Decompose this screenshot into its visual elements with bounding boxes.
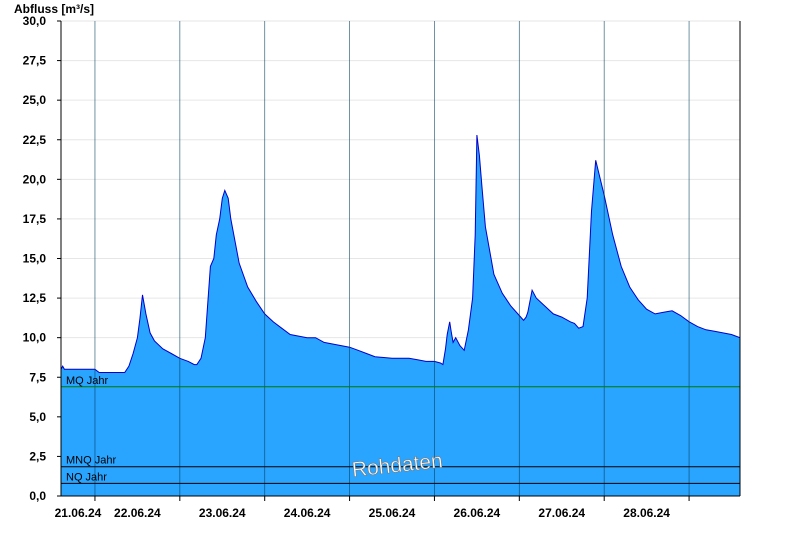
reference-label: MQ Jahr [66,375,109,387]
x-tick-label: 27.06.24 [538,506,585,520]
y-tick-label: 17,5 [23,212,47,226]
reference-lines: MQ Jahr MNQ Jahr NQ Jahr [61,375,740,484]
y-tick-label: 7,5 [29,370,46,384]
x-tick-label: 26.06.24 [454,506,501,520]
y-tick-label: 12,5 [23,291,47,305]
y-tick-label: 5,0 [29,410,46,424]
y-axis: 0,0 2,5 5,0 7,5 10,0 12,5 15,0 17,5 20,0 22,5 25,0… [23,14,61,503]
y-tick-label: 22,5 [23,133,47,147]
x-tick-label: 23.06.24 [199,506,246,520]
reference-label: NQ Jahr [66,471,107,483]
y-tick-label: 20,0 [23,172,47,186]
x-tick-label: 22.06.24 [114,506,161,520]
x-tick-label: 25.06.24 [369,506,416,520]
series-layer [60,134,741,496]
reference-label: MNQ Jahr [66,455,116,467]
x-tick-label: 24.06.24 [284,506,331,520]
x-tick-label: 28.06.24 [623,506,670,520]
y-tick-label: 25,0 [23,93,47,107]
y-tick-label: 15,0 [23,252,47,266]
y-tick-label: 2,5 [29,449,46,463]
x-tick-label: 21.06.24 [55,506,102,520]
day-separators [94,21,690,496]
discharge-line [60,134,741,373]
y-axis-title: Abfluss [m³/s] [14,2,94,16]
discharge-area [61,135,740,496]
y-tick-label: 10,0 [23,331,47,345]
y-tick-label: 30,0 [23,14,47,28]
y-tick-label: 0,0 [29,489,46,503]
y-tick-label: 27,5 [23,54,47,68]
x-axis: 21.06.24 22.06.24 23.06.24 24.06.24 25.06.24… [55,496,690,520]
plot-frame [60,21,741,497]
